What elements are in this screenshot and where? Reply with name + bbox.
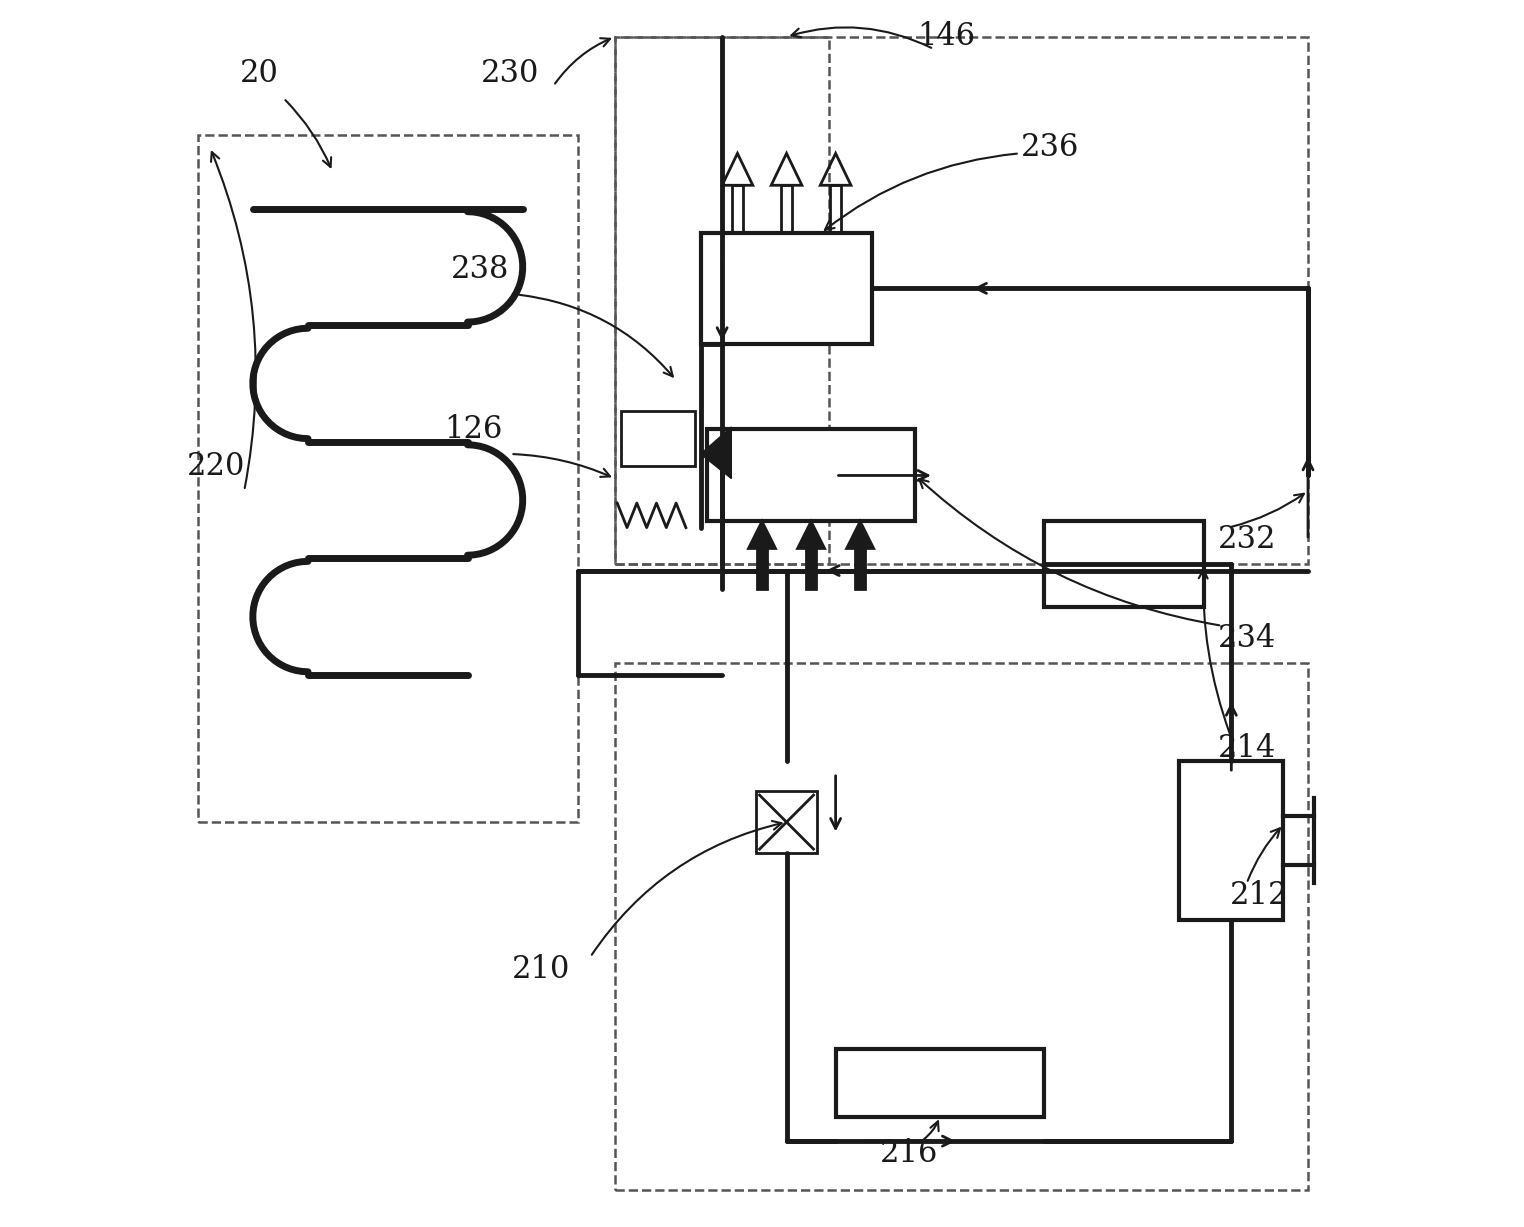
Polygon shape	[855, 548, 866, 589]
Bar	[198, 135, 578, 822]
Bar	[756, 791, 817, 853]
Bar	[707, 429, 916, 521]
Text: 214: 214	[1218, 733, 1276, 764]
Bar	[614, 37, 829, 564]
Text: 126: 126	[445, 413, 503, 445]
Text: 216: 216	[879, 1137, 939, 1169]
Text: 210: 210	[512, 953, 570, 985]
Bar	[1044, 521, 1204, 607]
Polygon shape	[797, 521, 824, 548]
Text: 230: 230	[482, 58, 539, 90]
Text: 238: 238	[451, 254, 509, 286]
Text: 234: 234	[1218, 622, 1276, 654]
Polygon shape	[748, 521, 776, 548]
Bar	[701, 233, 872, 344]
Text: 232: 232	[1218, 524, 1276, 556]
Polygon shape	[701, 427, 732, 479]
Text: 20: 20	[239, 58, 279, 90]
Bar	[835, 1049, 1044, 1117]
Bar	[620, 411, 695, 466]
Text: 146: 146	[917, 21, 975, 53]
Bar	[614, 663, 1308, 1190]
Polygon shape	[757, 548, 767, 589]
Polygon shape	[847, 521, 873, 548]
Polygon shape	[806, 548, 815, 589]
Text: 220: 220	[187, 450, 245, 482]
Text: 236: 236	[1021, 131, 1079, 163]
Text: 212: 212	[1230, 880, 1288, 912]
Bar	[614, 37, 1308, 564]
Bar	[1180, 761, 1283, 920]
